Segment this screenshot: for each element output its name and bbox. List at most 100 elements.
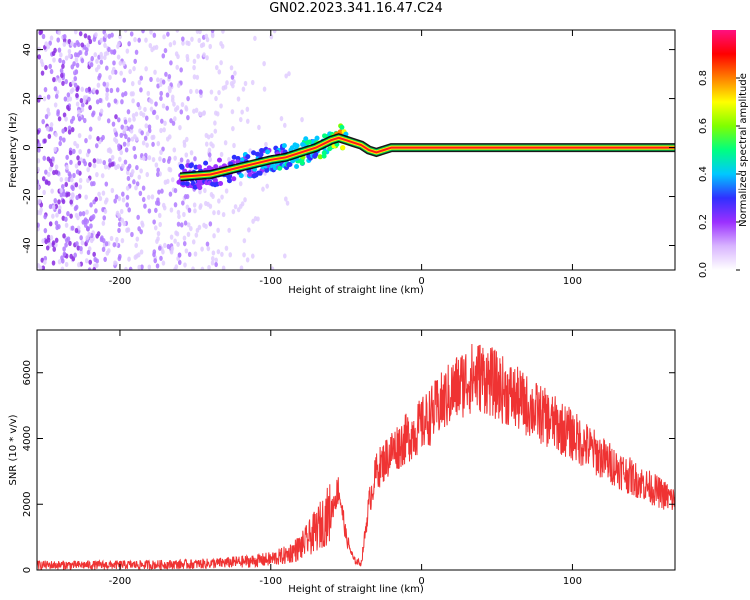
noise-point xyxy=(62,112,67,118)
noise-point xyxy=(130,124,134,130)
noise-point xyxy=(285,200,290,206)
noise-point xyxy=(96,82,101,88)
noise-point xyxy=(231,126,235,132)
noise-point xyxy=(185,136,189,142)
noise-point xyxy=(139,249,144,255)
noise-point xyxy=(126,109,131,115)
noise-point xyxy=(167,73,172,80)
noise-point xyxy=(184,248,189,254)
noise-point xyxy=(152,45,157,51)
noise-point xyxy=(165,178,170,184)
noise-point xyxy=(60,183,65,190)
noise-point xyxy=(243,80,248,87)
noise-point xyxy=(269,34,274,40)
snr-y-ticks: 6000 4000 2000 0 xyxy=(22,360,675,573)
noise-point xyxy=(241,86,246,92)
noise-point xyxy=(68,173,72,179)
spectrogram-x-label: Height of straight line (km) xyxy=(288,285,424,296)
noise-point xyxy=(39,202,44,208)
ridge-cloud-point xyxy=(313,151,319,157)
noise-point xyxy=(141,140,146,146)
noise-point xyxy=(136,101,141,108)
ridge-cloud-point xyxy=(281,143,287,149)
noise-point xyxy=(66,104,70,110)
ridge-cloud-point xyxy=(265,149,271,155)
noise-point xyxy=(230,109,235,115)
noise-point xyxy=(163,47,168,54)
noise-point xyxy=(94,32,98,38)
noise-point xyxy=(161,79,166,85)
noise-point xyxy=(123,90,128,97)
noise-point xyxy=(74,163,79,169)
noise-point xyxy=(61,258,65,264)
noise-point xyxy=(48,158,53,164)
ridge-cloud-point xyxy=(306,153,312,159)
noise-point xyxy=(84,50,89,56)
ridge-cloud-point xyxy=(184,181,190,187)
snr-series xyxy=(37,343,675,570)
noise-point xyxy=(127,163,132,169)
x-tick-label: 0 xyxy=(418,576,424,587)
noise-point xyxy=(137,264,141,270)
noise-point xyxy=(220,194,224,200)
noise-point xyxy=(123,119,128,125)
noise-point xyxy=(109,235,114,242)
ridge-cloud-point xyxy=(340,145,346,151)
noise-point xyxy=(170,246,175,252)
noise-point xyxy=(107,46,111,53)
noise-point xyxy=(49,235,54,241)
noise-point xyxy=(245,106,250,112)
noise-point xyxy=(39,207,43,213)
ridge-cloud-point xyxy=(179,164,185,170)
noise-point xyxy=(240,109,244,115)
noise-point xyxy=(186,159,190,165)
noise-point xyxy=(103,32,108,39)
x-tick-label: 0 xyxy=(418,276,424,287)
noise-point xyxy=(184,106,189,112)
noise-point xyxy=(64,192,69,198)
noise-point xyxy=(134,242,138,248)
noise-point xyxy=(116,117,121,123)
noise-point xyxy=(122,77,127,83)
noise-point xyxy=(132,145,136,152)
noise-point xyxy=(161,202,166,208)
noise-point xyxy=(64,79,69,85)
noise-point xyxy=(169,60,173,66)
noise-point xyxy=(99,37,104,43)
noise-point xyxy=(154,162,159,168)
noise-point xyxy=(69,88,74,94)
noise-point xyxy=(48,203,53,210)
noise-point xyxy=(232,142,236,149)
noise-point xyxy=(161,249,165,255)
noise-point xyxy=(145,131,150,137)
noise-point xyxy=(47,133,52,139)
noise-point xyxy=(233,70,237,76)
noise-point xyxy=(155,114,160,120)
noise-point xyxy=(86,249,91,256)
noise-point xyxy=(173,155,177,161)
noise-point xyxy=(105,65,109,71)
noise-point xyxy=(103,42,107,48)
noise-point xyxy=(71,185,75,192)
noise-point xyxy=(53,102,58,108)
noise-point xyxy=(84,194,88,200)
noise-point xyxy=(156,231,161,237)
noise-point xyxy=(168,42,173,48)
noise-point xyxy=(229,65,234,71)
noise-point xyxy=(182,241,187,247)
noise-point xyxy=(125,194,130,200)
noise-point xyxy=(172,40,177,46)
noise-point xyxy=(232,78,236,85)
noise-point xyxy=(53,146,57,153)
noise-point xyxy=(198,189,202,195)
noise-point xyxy=(40,257,45,263)
noise-point xyxy=(82,117,87,124)
noise-point xyxy=(121,163,125,169)
noise-point xyxy=(247,227,251,233)
noise-point xyxy=(145,171,150,178)
noise-point xyxy=(61,63,65,69)
noise-point xyxy=(103,208,108,214)
noise-point xyxy=(117,213,121,219)
noise-point xyxy=(149,30,153,35)
noise-point xyxy=(140,264,144,270)
